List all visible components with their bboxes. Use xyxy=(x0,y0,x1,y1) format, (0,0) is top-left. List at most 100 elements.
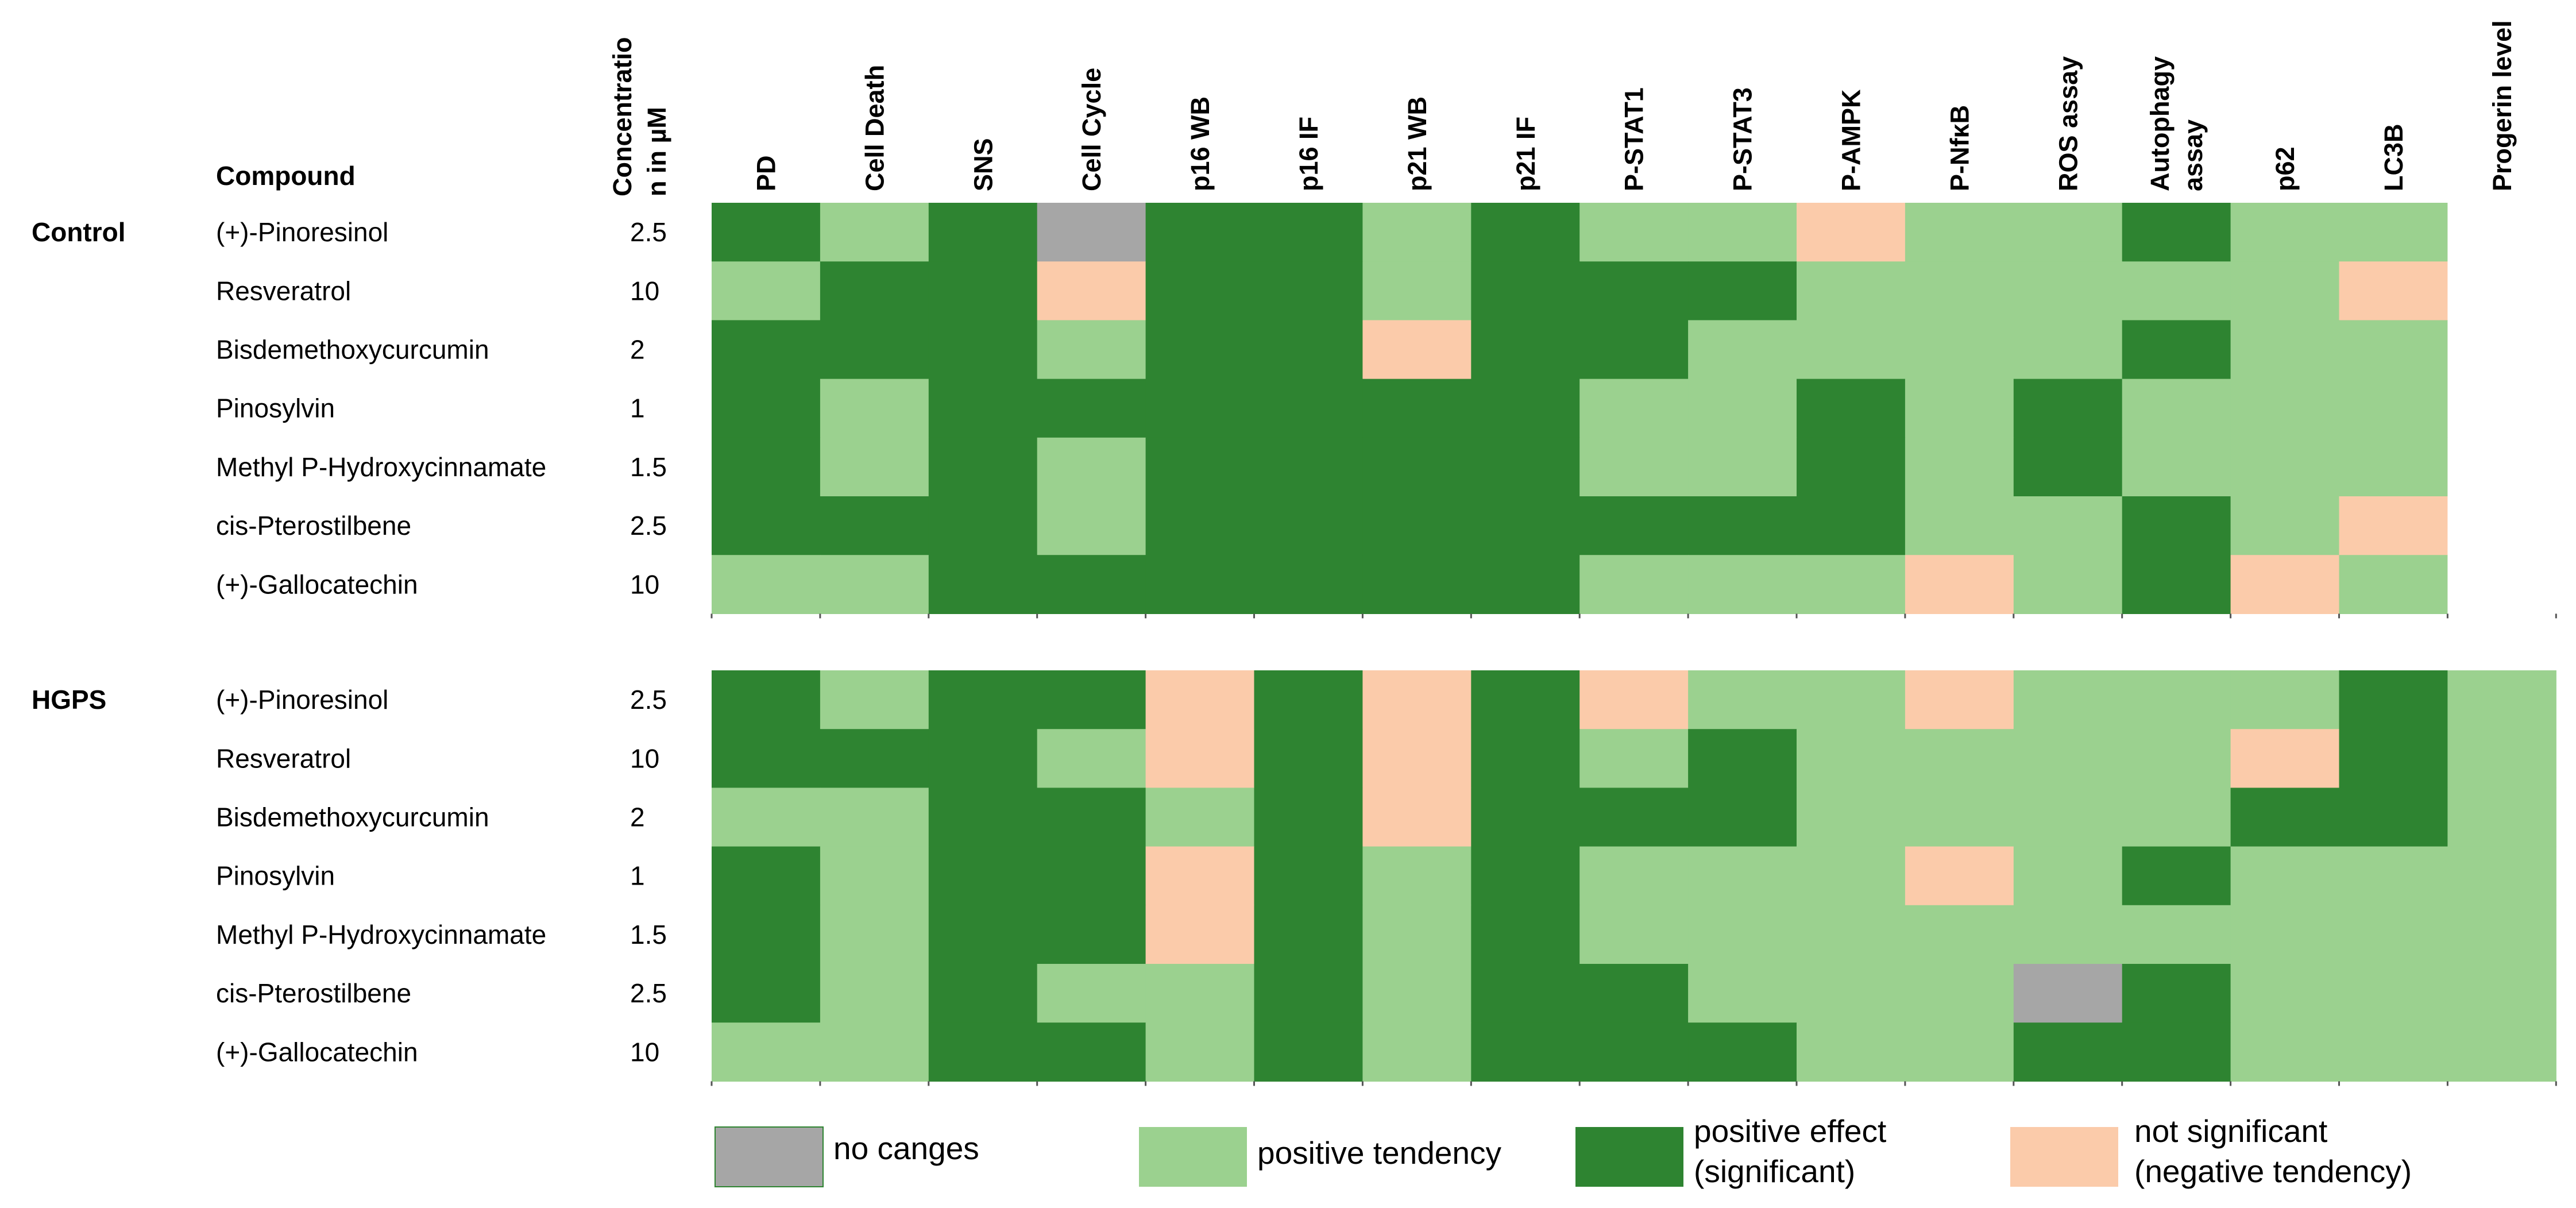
heatmap-cell-hgps-r7-c9 xyxy=(1579,1022,1689,1082)
heatmap-cell-hgps-r4-c8 xyxy=(1471,846,1580,906)
heatmap-cell-control-r1-c5 xyxy=(1145,203,1255,262)
heatmap-cell-hgps-r6-c16 xyxy=(2339,964,2448,1023)
heatmap-cell-control-r4-c13 xyxy=(2013,379,2123,438)
heatmap-cell-control-r1-c10 xyxy=(1688,203,1797,262)
heatmap-cell-hgps-r4-c17 xyxy=(2447,846,2556,906)
heatmap-cell-hgps-r6-c10 xyxy=(1688,964,1797,1023)
heatmap-cell-control-r1-c3 xyxy=(928,203,1038,262)
heatmap-cell-hgps-r5-c13 xyxy=(2013,905,2123,964)
compound-header: Compound xyxy=(216,161,356,191)
legend-label-no-canges: no canges xyxy=(833,1130,979,1166)
heatmap-cell-hgps-r2-c4 xyxy=(1037,729,1146,788)
heatmap-cell-control-r1-c4 xyxy=(1037,203,1146,262)
heatmap-cell-control-r7-c12 xyxy=(1905,555,2014,614)
heatmap-cell-control-r6-c11 xyxy=(1797,496,1906,555)
heatmap-cell-control-r5-c7 xyxy=(1362,437,1472,497)
heatmap-cell-hgps-r5-c1 xyxy=(712,905,821,964)
heatmap-cell-control-r7-c2 xyxy=(820,555,929,614)
heatmap-cell-control-r2-c17 xyxy=(2447,261,2556,321)
heatmap-cell-hgps-r4-c3 xyxy=(928,846,1038,906)
heatmap-cell-hgps-r3-c4 xyxy=(1037,788,1146,847)
heatmap-cell-control-r2-c1 xyxy=(712,261,821,321)
heatmap-cell-control-r6-c5 xyxy=(1145,496,1255,555)
heatmap-cell-control-r5-c2 xyxy=(820,437,929,497)
heatmap-cell-hgps-r4-c9 xyxy=(1579,846,1689,906)
heatmap-cell-control-r7-c17 xyxy=(2447,555,2556,614)
heatmap-cell-hgps-r7-c14 xyxy=(2122,1022,2231,1082)
heatmap-cell-control-r4-c14 xyxy=(2122,379,2231,438)
heatmap-cell-hgps-r6-c15 xyxy=(2230,964,2340,1023)
legend-label-positive-tendency: positive tendency xyxy=(1257,1135,1501,1171)
row-label-concentration: 2.5 xyxy=(630,511,667,541)
heatmap-cell-hgps-r3-c15 xyxy=(2230,788,2340,847)
heatmap-cell-control-r6-c1 xyxy=(712,496,821,555)
heatmap-cell-control-r2-c4 xyxy=(1037,261,1146,321)
heatmap-cell-control-r1-c1 xyxy=(712,203,821,262)
heatmap-cell-hgps-r5-c3 xyxy=(928,905,1038,964)
row-label-concentration: 2.5 xyxy=(630,978,667,1008)
legend-label-positive-effect: positive effect (significant) xyxy=(1694,1113,1886,1189)
heatmap-cell-hgps-r5-c17 xyxy=(2447,905,2556,964)
heatmap-cell-control-r4-c15 xyxy=(2230,379,2340,438)
heatmap-cell-control-r2-c2 xyxy=(820,261,929,321)
heatmap-cell-hgps-r3-c5 xyxy=(1145,788,1255,847)
heatmap-cell-hgps-r5-c10 xyxy=(1688,905,1797,964)
heatmap-cell-control-r1-c15 xyxy=(2230,203,2340,262)
heatmap-cell-hgps-r4-c4 xyxy=(1037,846,1146,906)
heatmap-cell-hgps-r7-c6 xyxy=(1254,1022,1363,1082)
row-label-compound: (+)-Pinoresinol xyxy=(216,217,388,247)
heatmap-cell-control-r1-c14 xyxy=(2122,203,2231,262)
row-label-concentration: 10 xyxy=(630,569,659,599)
heatmap-cell-hgps-r1-c12 xyxy=(1905,670,2014,730)
row-label-concentration: 1.5 xyxy=(630,452,667,482)
row-label-compound: Bisdemethoxycurcumin xyxy=(216,335,489,365)
heatmap-cell-control-r7-c7 xyxy=(1362,555,1472,614)
heatmap-cell-hgps-r4-c6 xyxy=(1254,846,1363,906)
heatmap-cell-control-r4-c7 xyxy=(1362,379,1472,438)
heatmap-cell-control-r7-c4 xyxy=(1037,555,1146,614)
heatmap-cell-control-r3-c15 xyxy=(2230,320,2340,380)
heatmap-cell-control-r3-c14 xyxy=(2122,320,2231,380)
heatmap-cell-control-r5-c12 xyxy=(1905,437,2014,497)
heatmap-cell-hgps-r6-c4 xyxy=(1037,964,1146,1023)
heatmap-cell-control-r5-c3 xyxy=(928,437,1038,497)
heatmap-cell-hgps-r2-c15 xyxy=(2230,729,2340,788)
heatmap-cell-control-r5-c9 xyxy=(1579,437,1689,497)
heatmap-cell-hgps-r4-c11 xyxy=(1797,846,1906,906)
heatmap-cell-control-r4-c1 xyxy=(712,379,821,438)
heatmap-cell-control-r6-c16 xyxy=(2339,496,2448,555)
row-label-concentration: 2.5 xyxy=(630,217,667,247)
heatmap-cell-hgps-r7-c10 xyxy=(1688,1022,1797,1082)
heatmap-cell-control-r2-c15 xyxy=(2230,261,2340,321)
column-header-cell-cycle: Cell Cycle xyxy=(1077,68,1106,191)
legend-swatch-not-significant xyxy=(2010,1127,2118,1187)
heatmap-cell-hgps-r2-c13 xyxy=(2013,729,2123,788)
heatmap-cell-hgps-r7-c7 xyxy=(1362,1022,1472,1082)
heatmap-cell-control-r4-c10 xyxy=(1688,379,1797,438)
heatmap-cell-hgps-r2-c14 xyxy=(2122,729,2231,788)
heatmap-cell-hgps-r4-c12 xyxy=(1905,846,2014,906)
heatmap-cell-hgps-r4-c1 xyxy=(712,846,821,906)
heatmap-cell-hgps-r6-c12 xyxy=(1905,964,2014,1023)
row-label-compound: Resveratrol xyxy=(216,743,351,773)
row-label-concentration: 1 xyxy=(630,393,645,423)
heatmap-cell-hgps-r6-c1 xyxy=(712,964,821,1023)
legend-label-not-significant: not significant (negative tendency) xyxy=(2134,1113,2412,1189)
heatmap-cell-control-r4-c5 xyxy=(1145,379,1255,438)
heatmap-cell-control-r7-c15 xyxy=(2230,555,2340,614)
heatmap-cell-control-r3-c13 xyxy=(2013,320,2123,380)
heatmap-cell-control-r4-c3 xyxy=(928,379,1038,438)
heatmap-cell-control-r4-c8 xyxy=(1471,379,1580,438)
heatmap-cell-hgps-r6-c6 xyxy=(1254,964,1363,1023)
heatmap-cell-hgps-r4-c7 xyxy=(1362,846,1472,906)
row-label-concentration: 10 xyxy=(630,276,659,306)
heatmap-cell-hgps-r5-c14 xyxy=(2122,905,2231,964)
heatmap-cell-control-r2-c8 xyxy=(1471,261,1580,321)
heatmap-cell-control-r3-c10 xyxy=(1688,320,1797,380)
heatmap-cell-control-r2-c7 xyxy=(1362,261,1472,321)
heatmap-cells xyxy=(710,203,2557,1086)
heatmap-cell-control-r1-c2 xyxy=(820,203,929,262)
heatmap-cell-hgps-r1-c5 xyxy=(1145,670,1255,730)
heatmap-cell-hgps-r2-c3 xyxy=(928,729,1038,788)
